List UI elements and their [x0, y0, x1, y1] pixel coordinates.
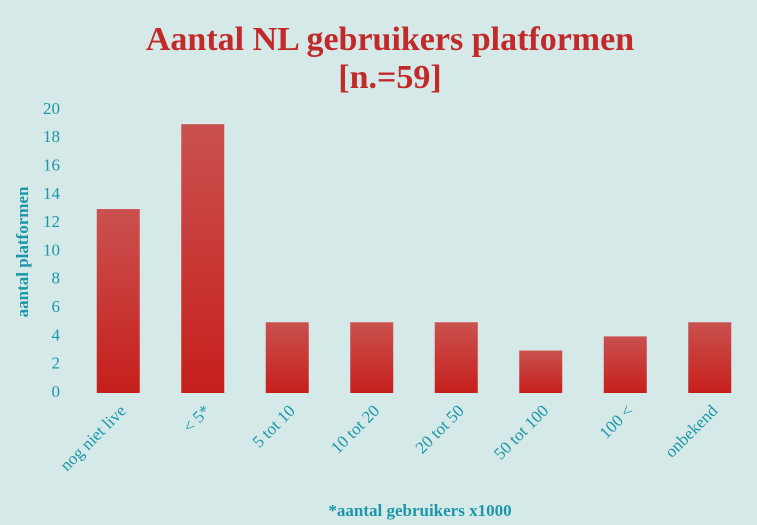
bar	[265, 322, 309, 393]
bar	[519, 350, 563, 393]
bar	[688, 322, 732, 393]
y-axis-title: aantal platformen	[13, 186, 32, 317]
x-axis-title: *aantal gebruikers x1000	[328, 501, 511, 520]
bar	[96, 209, 140, 393]
bar	[603, 336, 647, 393]
y-tick-label: 0	[52, 382, 61, 401]
chart-title: Aantal NL gebruikers platformen	[146, 21, 634, 58]
y-tick-label: 2	[52, 354, 61, 373]
y-tick-label: 20	[43, 99, 60, 118]
y-tick-label: 6	[52, 297, 61, 316]
y-tick-label: 18	[43, 127, 60, 146]
chart-subtitle: [n.=59]	[338, 59, 441, 96]
y-tick-label: 14	[43, 184, 61, 203]
y-tick-label: 12	[43, 212, 60, 231]
y-tick-label: 16	[43, 156, 60, 175]
y-tick-label: 10	[43, 240, 60, 259]
bar	[350, 322, 394, 393]
bar	[434, 322, 478, 393]
y-tick-label: 4	[52, 325, 61, 344]
bar	[181, 124, 225, 394]
y-tick-label: 8	[52, 269, 61, 288]
